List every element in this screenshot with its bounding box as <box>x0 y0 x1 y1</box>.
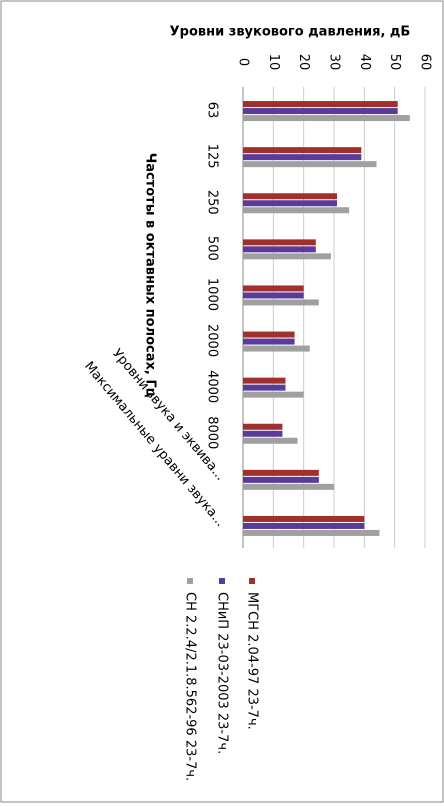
x-tick-label: 125 <box>205 144 220 169</box>
bar <box>243 200 338 207</box>
bar <box>243 292 304 299</box>
y-tick-label: 40 <box>357 54 372 71</box>
bar <box>243 469 319 476</box>
x-tick-label: 500 <box>205 236 220 261</box>
bar <box>243 345 310 352</box>
legend-label: СНиП 23-03-2003 23-7ч. <box>215 592 230 754</box>
legend-label: СН 2.2.4/2.1.8.562-96 23-7ч. <box>183 592 198 781</box>
y-tick-label: 20 <box>296 54 311 71</box>
bar <box>243 108 398 115</box>
legend-swatch <box>219 578 225 584</box>
y-tick-label: 30 <box>327 54 342 71</box>
bar <box>243 423 283 430</box>
x-tick-label: 1000 <box>205 278 220 311</box>
y-tick-label: 60 <box>418 54 433 71</box>
bar <box>243 430 283 437</box>
chart-title: Уровни звукового давления, дБ <box>170 25 411 40</box>
legend-swatch <box>187 578 193 584</box>
y-tick-label: 10 <box>266 54 281 71</box>
bar <box>243 515 365 522</box>
bar <box>243 193 338 200</box>
bar <box>243 285 304 292</box>
bar <box>243 483 334 490</box>
x-tick-label: 63 <box>205 102 220 119</box>
x-tick-label: 4000 <box>205 370 220 403</box>
bar <box>243 207 350 214</box>
x-tick-label: 250 <box>205 190 220 215</box>
y-tick-label: 0 <box>236 58 251 66</box>
bar <box>243 154 362 161</box>
bar <box>243 391 304 398</box>
bar <box>243 384 286 391</box>
bar <box>243 476 319 483</box>
bar <box>243 253 331 260</box>
x-tick-label: 2000 <box>205 324 220 357</box>
bar <box>243 437 298 444</box>
bar <box>243 299 319 306</box>
bar <box>243 246 316 253</box>
bar <box>243 331 295 338</box>
y-tick-label: 50 <box>387 54 402 71</box>
legend-swatch <box>249 578 255 584</box>
bar <box>243 115 410 122</box>
bar <box>243 522 365 529</box>
bar <box>243 338 295 345</box>
bar <box>243 529 380 536</box>
x-axis-title: Частоты в октавных полосах, Гц <box>143 153 158 398</box>
bar <box>243 239 316 246</box>
bar <box>243 147 362 154</box>
x-tick-label: 8000 <box>205 416 220 449</box>
legend-label: МГСН 2.04-97 23-7ч. <box>245 592 260 730</box>
bar <box>243 377 286 384</box>
bar <box>243 161 377 168</box>
bar <box>243 101 398 108</box>
